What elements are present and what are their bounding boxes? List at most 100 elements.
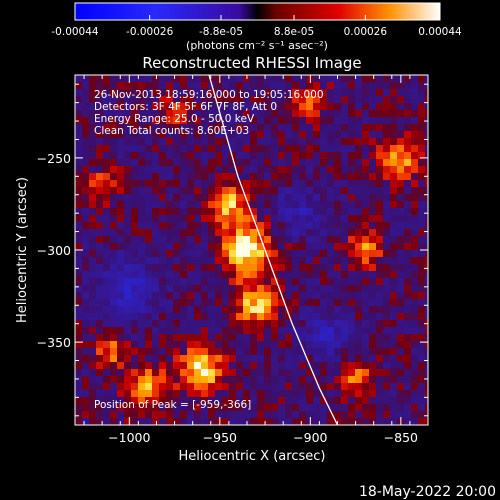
heatmap-cell <box>278 271 286 279</box>
heatmap-cell <box>397 341 405 349</box>
heatmap-cell <box>418 159 426 167</box>
heatmap-cell <box>145 369 153 377</box>
heatmap-cell <box>152 131 160 139</box>
heatmap-cell <box>390 264 398 272</box>
heatmap-cell <box>138 236 146 244</box>
heatmap-cell <box>243 341 251 349</box>
heatmap-cell <box>173 75 181 83</box>
heatmap-cell <box>306 404 314 412</box>
heatmap-cell <box>103 236 111 244</box>
heatmap-cell <box>383 145 391 153</box>
heatmap-cell <box>397 369 405 377</box>
heatmap-cell <box>82 306 90 314</box>
heatmap-cell <box>362 145 370 153</box>
heatmap-cell <box>117 341 125 349</box>
heatmap-cell <box>404 215 412 223</box>
heatmap-cell <box>348 194 356 202</box>
heatmap-cell <box>152 411 160 419</box>
heatmap-cell <box>110 292 118 300</box>
heatmap-cell <box>425 124 428 132</box>
heatmap-cell <box>173 215 181 223</box>
heatmap-cell <box>166 355 174 363</box>
heatmap-cell <box>215 82 223 90</box>
heatmap-cell <box>229 271 237 279</box>
heatmap-cell <box>362 180 370 188</box>
heatmap-cell <box>194 271 202 279</box>
heatmap-cell <box>264 327 272 335</box>
heatmap-cell <box>201 208 209 216</box>
heatmap-cell <box>257 131 265 139</box>
heatmap-cell <box>243 229 251 237</box>
heatmap-cell <box>383 131 391 139</box>
heatmap-cell <box>89 376 97 384</box>
heatmap-cell <box>285 166 293 174</box>
heatmap-cell <box>418 376 426 384</box>
heatmap-cell <box>131 173 139 181</box>
heatmap-cell <box>250 124 258 132</box>
heatmap-cell <box>362 271 370 279</box>
heatmap-cell <box>327 96 335 104</box>
heatmap-cell <box>306 383 314 391</box>
heatmap-cell <box>341 299 349 307</box>
heatmap-cell <box>222 411 230 419</box>
heatmap-cell <box>82 173 90 181</box>
heatmap-cell <box>215 166 223 174</box>
heatmap-cell <box>131 201 139 209</box>
heatmap-cell <box>264 222 272 230</box>
heatmap-cell <box>411 124 419 132</box>
heatmap-cell <box>124 362 132 370</box>
heatmap-cell <box>103 75 111 83</box>
heatmap-cell <box>404 124 412 132</box>
heatmap-cell <box>320 124 328 132</box>
heatmap-cell <box>180 138 188 146</box>
heatmap-cell <box>292 271 300 279</box>
heatmap-cell <box>313 152 321 160</box>
heatmap-cell <box>327 313 335 321</box>
heatmap-cell <box>264 383 272 391</box>
heatmap-cell <box>271 131 279 139</box>
heatmap-cell <box>180 215 188 223</box>
heatmap-cell <box>362 376 370 384</box>
heatmap-cell <box>425 89 428 97</box>
heatmap-cell <box>215 236 223 244</box>
heatmap-cell <box>75 82 83 90</box>
heatmap-cell <box>362 257 370 265</box>
heatmap-cell <box>201 145 209 153</box>
heatmap-cell <box>348 96 356 104</box>
heatmap-cell <box>257 320 265 328</box>
heatmap-cell <box>201 369 209 377</box>
heatmap-cell <box>110 397 118 405</box>
heatmap-cell <box>313 208 321 216</box>
heatmap-cell <box>187 327 195 335</box>
heatmap-cell <box>166 376 174 384</box>
heatmap-cell <box>362 166 370 174</box>
heatmap-cell <box>278 299 286 307</box>
heatmap-cell <box>327 138 335 146</box>
heatmap-cell <box>271 180 279 188</box>
heatmap-cell <box>271 327 279 335</box>
heatmap-cell <box>250 313 258 321</box>
heatmap-cell <box>152 124 160 132</box>
heatmap-cell <box>383 341 391 349</box>
heatmap-cell <box>117 285 125 293</box>
heatmap-cell <box>404 96 412 104</box>
heatmap-cell <box>250 138 258 146</box>
heatmap-cell <box>117 138 125 146</box>
heatmap-cell <box>257 390 265 398</box>
heatmap-cell <box>173 124 181 132</box>
heatmap-cell <box>138 103 146 111</box>
heatmap-cell <box>208 215 216 223</box>
heatmap-cell <box>103 299 111 307</box>
heatmap-cell <box>313 138 321 146</box>
heatmap-cell <box>404 145 412 153</box>
heatmap-cell <box>89 173 97 181</box>
heatmap-cell <box>327 257 335 265</box>
heatmap-cell <box>173 229 181 237</box>
heatmap-cell <box>243 306 251 314</box>
heatmap-cell <box>215 103 223 111</box>
heatmap-cell <box>89 208 97 216</box>
heatmap-cell <box>208 404 216 412</box>
heatmap-cell <box>243 117 251 125</box>
heatmap-cell <box>117 180 125 188</box>
heatmap-cell <box>75 341 83 349</box>
